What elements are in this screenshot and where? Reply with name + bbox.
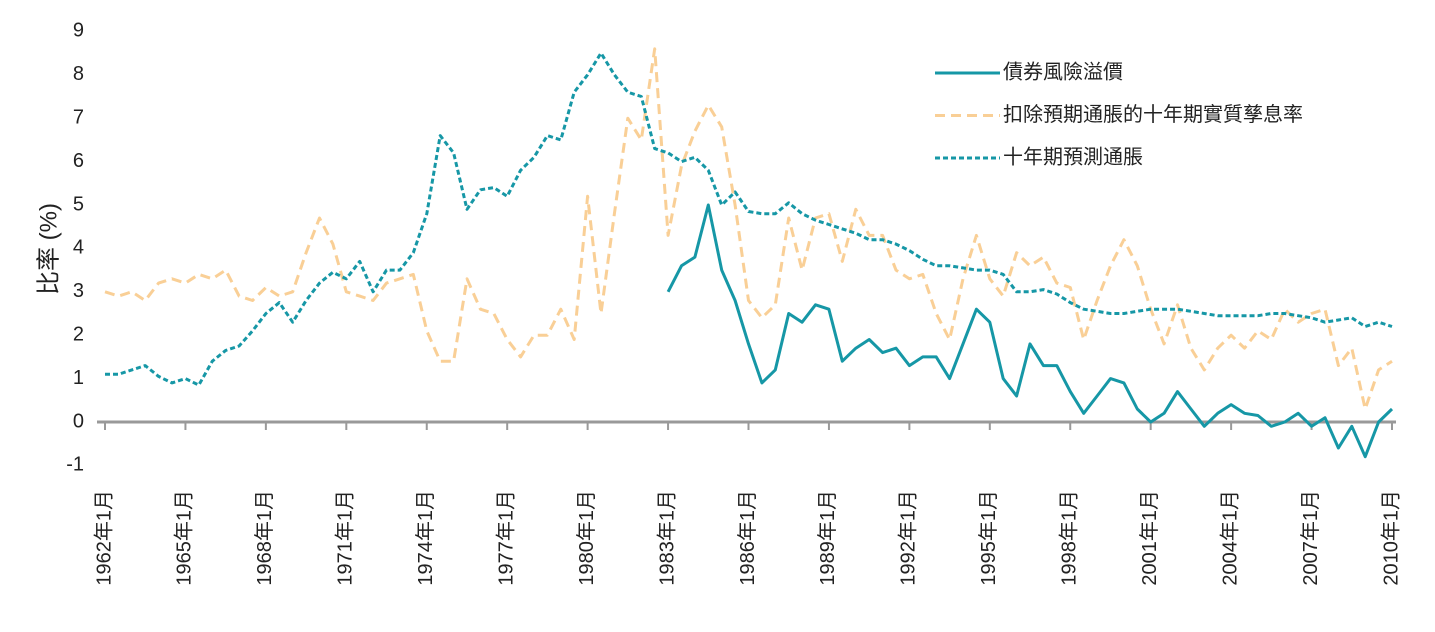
x-tick-label: 1968年1月 — [253, 490, 276, 586]
legend-label: 十年期預測通脹 — [1003, 145, 1143, 168]
x-tick-label: 1977年1月 — [494, 490, 517, 586]
y-tick-label: 6 — [73, 150, 84, 172]
y-tick-label: 8 — [73, 63, 84, 85]
series-line — [104, 47, 1393, 411]
y-tick-label: 3 — [73, 280, 84, 302]
x-tick-label: 1983年1月 — [655, 490, 678, 586]
x-tick-label: 1974年1月 — [414, 490, 437, 586]
y-tick-label: 5 — [73, 193, 84, 215]
series-line — [105, 51, 1393, 387]
x-tick-label: 2010年1月 — [1379, 490, 1402, 586]
legend-label: 扣除預期通脹的十年期實質孳息率 — [1003, 103, 1303, 126]
x-tick-label: 1962年1月 — [92, 490, 115, 586]
y-tick-label: 9 — [73, 20, 84, 42]
y-tick-label: 1 — [73, 367, 84, 389]
y-tick-label: 2 — [73, 323, 84, 345]
y-tick-label: 0 — [73, 410, 84, 432]
x-tick-label: 1986年1月 — [736, 490, 759, 586]
y-tick-label: -1 — [66, 454, 84, 476]
x-tick-label: 1989年1月 — [816, 490, 839, 586]
x-tick-label: 2004年1月 — [1218, 490, 1241, 586]
y-axis-label: 比率 (%) — [35, 203, 62, 295]
x-tick-label: 1992年1月 — [897, 490, 920, 586]
x-tick-label: 1980年1月 — [575, 490, 598, 586]
x-tick-label: 2001年1月 — [1138, 490, 1161, 586]
x-tick-label: 1971年1月 — [334, 490, 357, 586]
x-tick-label: 1998年1月 — [1058, 490, 1081, 586]
x-tick-label: 1965年1月 — [173, 490, 196, 586]
x-tick-label: 2007年1月 — [1299, 490, 1322, 586]
series-line — [666, 203, 1394, 459]
legend-label: 債券風險溢價 — [1003, 60, 1123, 83]
y-tick-label: 4 — [73, 237, 84, 259]
x-tick-label: 1995年1月 — [977, 490, 1000, 586]
y-tick-label: 7 — [73, 106, 84, 128]
